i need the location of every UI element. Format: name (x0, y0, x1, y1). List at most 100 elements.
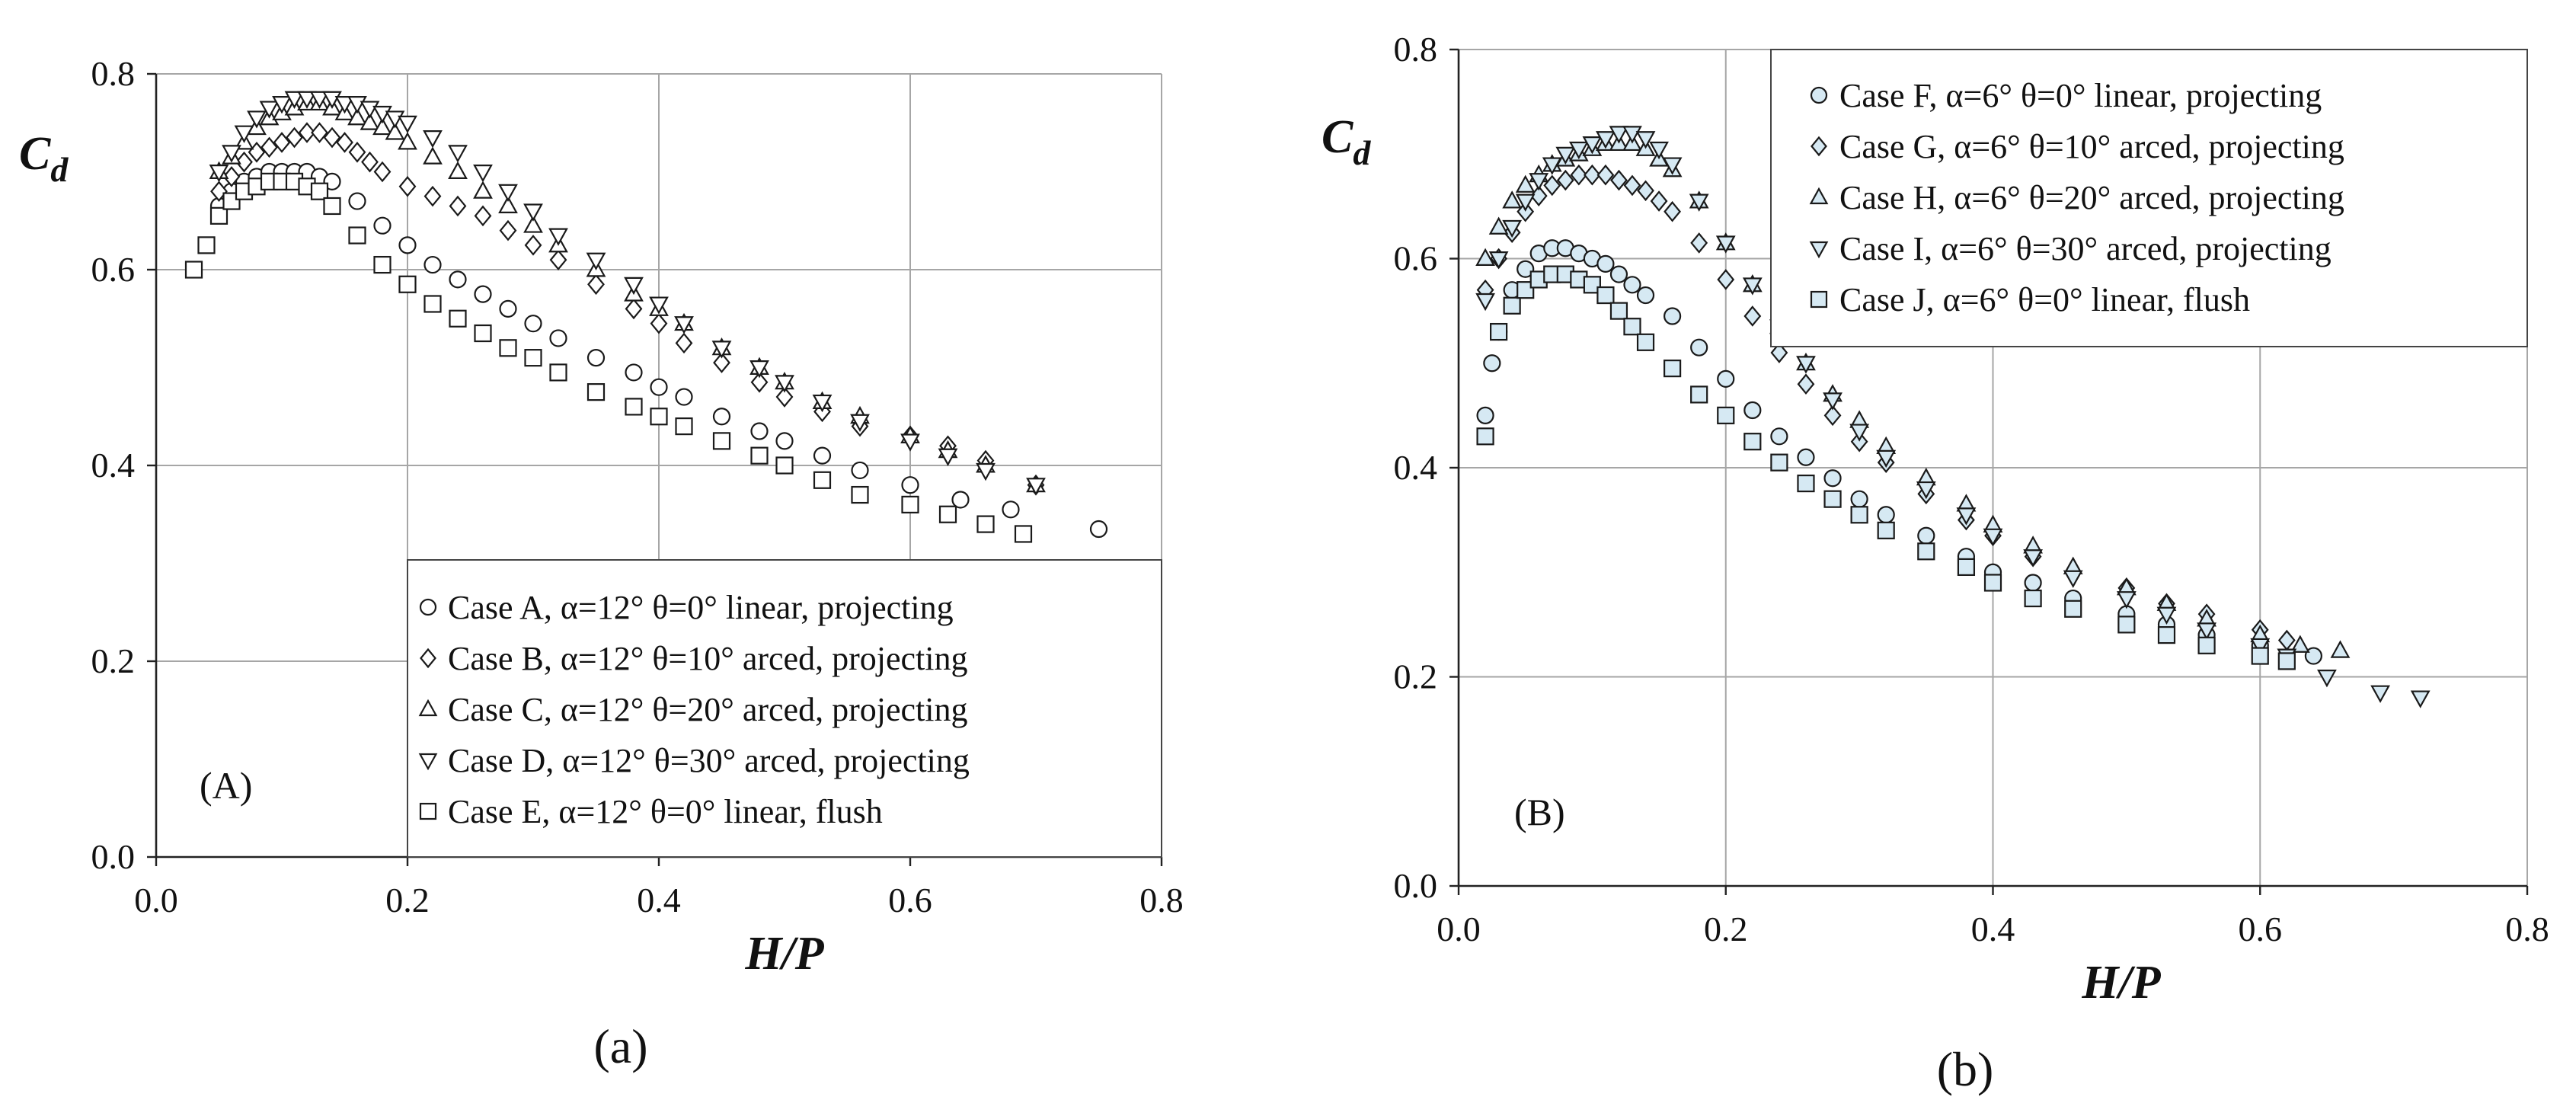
data-point (2117, 616, 2136, 634)
data-point (1529, 185, 1548, 206)
data-point (310, 182, 329, 200)
data-point (1609, 302, 1628, 320)
data-point (1488, 216, 1509, 235)
data-point (1623, 276, 1641, 294)
data-point (473, 165, 493, 183)
data-point (235, 151, 253, 173)
data-point (372, 117, 392, 136)
data-point (1956, 507, 1977, 526)
data-point (549, 249, 567, 270)
series-case-d (209, 91, 1046, 496)
data-point (1515, 193, 1536, 212)
data-point (524, 315, 542, 333)
data-point (2250, 638, 2271, 657)
data-point (1649, 141, 1669, 160)
data-point (2197, 622, 2216, 641)
series-case-j (1476, 265, 2296, 670)
data-point (1089, 520, 1108, 539)
data-point (1664, 200, 1682, 222)
data-point (549, 363, 567, 382)
data-point (976, 515, 995, 533)
data-point (712, 408, 731, 426)
chart-a-xtick-label: 0.4 (637, 881, 681, 919)
data-point (1715, 235, 1736, 254)
data-point (586, 252, 606, 270)
data-point (297, 91, 317, 109)
data-point (586, 349, 606, 367)
data-point (1717, 369, 1735, 388)
data-point (1823, 405, 1842, 427)
data-point (674, 316, 694, 334)
data-point (586, 383, 606, 401)
data-point (474, 285, 492, 303)
data-point (750, 446, 769, 465)
legend-marker-triangle-down (418, 753, 438, 771)
data-point (309, 91, 330, 109)
data-point (775, 432, 794, 450)
legend-marker-square (419, 802, 437, 820)
data-point (398, 175, 417, 197)
data-point (812, 394, 833, 413)
chart-b-legend-entry-g: Case G, α=6° θ=10° arced, projecting (1839, 128, 2344, 165)
data-point (1582, 136, 1603, 155)
data-point (1529, 173, 1549, 191)
data-point (1583, 164, 1601, 186)
series-case-i (1475, 126, 2431, 708)
data-point (1636, 333, 1655, 351)
data-point (1596, 164, 1615, 186)
data-point (1610, 169, 1628, 191)
data-point (398, 115, 417, 134)
data-point (1717, 406, 1735, 424)
chart-b-legend: Case F, α=6° θ=0° linear, projecting Cas… (1770, 49, 2528, 347)
data-point (775, 456, 794, 475)
chart-b-ytick-label: 0.0 (1394, 866, 1438, 905)
data-point (398, 236, 417, 254)
data-point (1556, 169, 1574, 191)
chart-a-xtick-label: 0.8 (1139, 881, 1184, 919)
data-point (322, 91, 342, 109)
data-point (2330, 640, 2351, 658)
data-point (675, 388, 693, 406)
chart-b-xtick-label: 0.8 (2505, 910, 2549, 948)
data-point (851, 461, 869, 480)
data-point (2370, 685, 2390, 703)
data-point (1609, 126, 1629, 144)
chart-a-legend-markers (418, 598, 438, 820)
data-point (1476, 427, 1494, 446)
data-point (423, 130, 443, 149)
data-point (1717, 269, 1735, 290)
data-point (775, 375, 794, 393)
data-point (1517, 260, 1535, 278)
data-point (1636, 286, 1655, 305)
chart-a-ytick-label: 0.0 (91, 837, 136, 876)
data-point (184, 261, 203, 279)
data-point (749, 360, 769, 379)
data-point (348, 226, 366, 245)
chart-a-ytick-label: 0.4 (91, 446, 136, 484)
data-point (901, 495, 919, 514)
data-point (323, 197, 341, 216)
data-point (1635, 131, 1656, 149)
data-point (1570, 164, 1588, 186)
data-point (347, 107, 367, 126)
chart-a-ylabel: Cd (19, 128, 69, 189)
data-point (1743, 305, 1762, 327)
data-point (2156, 606, 2177, 625)
data-point (976, 462, 996, 481)
data-point (1770, 453, 1788, 472)
data-point (1877, 521, 1895, 539)
data-point (2290, 635, 2310, 653)
data-point (499, 299, 517, 318)
data-point (1877, 506, 1895, 524)
data-point (197, 236, 216, 254)
data-point (2251, 647, 2269, 665)
data-point (423, 295, 442, 313)
data-point (2410, 690, 2431, 708)
chart-b: 0.0 0.2 0.4 0.6 0.8 0.0 0.2 0.4 0.6 0.8 Cd H/P (B… (1322, 30, 2549, 1096)
data-point (1743, 401, 1762, 420)
legend-marker-circle (1810, 86, 1828, 104)
legend-marker-triangle-down (1809, 241, 1829, 259)
data-point (1502, 190, 1523, 209)
data-point (474, 324, 492, 343)
legend-marker-circle (419, 598, 437, 616)
